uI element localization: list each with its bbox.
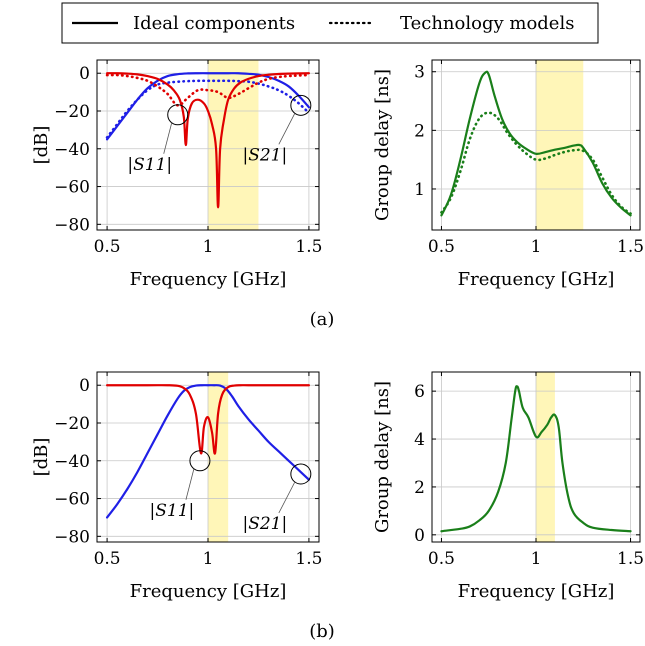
annotation-label: |S11|	[150, 501, 195, 521]
x-tick-label: 1	[531, 549, 542, 569]
annotation-marker	[189, 450, 211, 472]
y-tick-label: −60	[54, 490, 90, 510]
passband-highlight	[208, 372, 229, 542]
y-axis-label: [dB]	[31, 126, 52, 165]
x-tick-label: 1.5	[617, 549, 644, 569]
series-line-S21-tech	[105, 79, 311, 139]
y-tick-label: −20	[54, 414, 90, 434]
chart-a-s-parameters: 0.5 1 1.5 0 −20 −40 −60 −80 Frequency [GHz] [dB] |…	[31, 59, 322, 290]
x-axis-label: Frequency [GHz]	[130, 269, 287, 290]
y-axis-label: [dB]	[31, 438, 52, 477]
chart-a-group-delay: 0.5 1 1.5 1 2 3 Frequency [GHz] Group delay [ns…	[372, 59, 644, 290]
annotation-marker	[290, 94, 312, 116]
annotation-leader	[185, 468, 195, 500]
y-tick-label: −40	[54, 140, 90, 160]
series-line-S21-ideal	[105, 72, 311, 141]
series-group	[440, 385, 632, 533]
passband-highlight	[536, 372, 555, 542]
y-tick-label: −20	[54, 102, 90, 122]
series-line-GD-ideal	[440, 385, 632, 533]
x-tick-label: 0.5	[94, 237, 121, 257]
y-tick-label: 0	[414, 526, 425, 546]
x-tick-label: 0.5	[94, 549, 121, 569]
series-line-GD-tech	[440, 111, 632, 215]
x-axis-label: Frequency [GHz]	[458, 269, 615, 290]
series-group	[440, 70, 632, 217]
y-tick-label: 0	[79, 376, 90, 396]
y-tick-label: 2	[414, 121, 425, 141]
annotation-marker	[167, 104, 189, 126]
y-tick-label: 1	[414, 180, 425, 200]
x-tick-label: 1.5	[295, 549, 322, 569]
y-tick-label: −80	[54, 215, 90, 235]
series-group	[105, 72, 311, 209]
y-axis-label: Group delay [ns]	[372, 69, 393, 221]
series-line-S11-ideal	[105, 72, 311, 209]
y-tick-label: −40	[54, 452, 90, 472]
annotation-leader	[278, 113, 296, 145]
annotation-leader	[278, 481, 296, 514]
y-tick-label: 2	[414, 478, 425, 498]
legend: Ideal components Technology models	[61, 2, 599, 44]
y-tick-label: 6	[414, 382, 425, 402]
chart-b-s-parameters: 0.5 1 1.5 0 −20 −40 −60 −80 Frequency [GHz] [dB] |…	[31, 371, 322, 602]
annotation-label: |S11|	[127, 155, 172, 175]
series-line-GD-ideal	[440, 70, 632, 217]
x-tick-label: 1	[531, 237, 542, 257]
series-line-S11-ideal	[105, 384, 311, 455]
x-tick-label: 0.5	[428, 237, 455, 257]
x-tick-label: 1	[203, 237, 214, 257]
x-tick-label: 0.5	[428, 549, 455, 569]
x-tick-label: 1.5	[617, 237, 644, 257]
annotation-leader	[163, 122, 173, 154]
annotation-label: |S21|	[242, 145, 287, 165]
legend-tech-label: Technology models	[400, 13, 574, 34]
y-tick-label: −80	[54, 527, 90, 547]
y-axis-label: Group delay [ns]	[372, 381, 393, 533]
x-axis-label: Frequency [GHz]	[458, 581, 615, 602]
caption-a: (a)	[310, 309, 335, 330]
y-tick-label: 0	[79, 64, 90, 84]
annotation-label: |S21|	[242, 514, 287, 534]
series-line-S11-tech	[105, 73, 311, 107]
series-group	[105, 384, 311, 519]
legend-ideal-label: Ideal components	[133, 13, 295, 34]
x-tick-label: 1.5	[295, 237, 322, 257]
series-line-S21-ideal	[105, 384, 311, 519]
chart-b-group-delay: 0.5 1 1.5 0 2 4 6 Frequency [GHz] Group delay [n…	[372, 371, 644, 602]
y-tick-label: −60	[54, 178, 90, 198]
y-tick-label: 4	[414, 430, 425, 450]
annotation-marker	[290, 463, 312, 485]
y-tick-label: 3	[414, 63, 425, 83]
x-axis-label: Frequency [GHz]	[130, 581, 287, 602]
caption-b: (b)	[309, 621, 335, 642]
x-tick-label: 1	[203, 549, 214, 569]
